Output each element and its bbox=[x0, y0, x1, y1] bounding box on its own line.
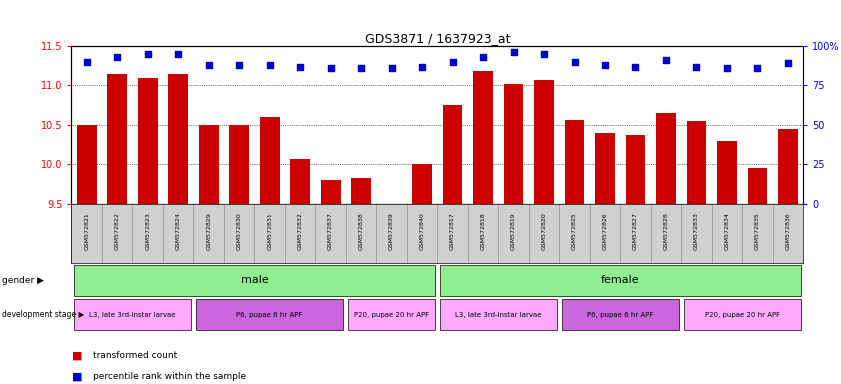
Text: P20, pupae 20 hr APF: P20, pupae 20 hr APF bbox=[354, 312, 429, 318]
Bar bbox=[562, 300, 679, 330]
Text: ■: ■ bbox=[71, 371, 82, 381]
Text: L3, late 3rd-instar larvae: L3, late 3rd-instar larvae bbox=[89, 312, 176, 318]
Text: P20, pupae 20 hr APF: P20, pupae 20 hr APF bbox=[705, 312, 780, 318]
Bar bbox=[320, 180, 341, 204]
Bar bbox=[473, 71, 493, 204]
Text: P6, pupae 6 hr APF: P6, pupae 6 hr APF bbox=[587, 312, 653, 318]
Text: female: female bbox=[601, 275, 639, 285]
Bar bbox=[440, 300, 557, 330]
Bar bbox=[230, 125, 249, 204]
Bar bbox=[74, 265, 435, 296]
Point bbox=[751, 65, 764, 71]
Text: GSM572824: GSM572824 bbox=[176, 212, 181, 250]
Text: GSM572819: GSM572819 bbox=[511, 212, 516, 250]
Point bbox=[568, 59, 581, 65]
Bar bbox=[412, 164, 432, 204]
Text: gender ▶: gender ▶ bbox=[2, 276, 44, 285]
Bar bbox=[77, 125, 97, 204]
Bar bbox=[198, 125, 219, 204]
Text: GSM572825: GSM572825 bbox=[572, 212, 577, 250]
Text: GSM572836: GSM572836 bbox=[785, 212, 791, 250]
Bar bbox=[656, 113, 676, 204]
Bar bbox=[290, 159, 310, 204]
Text: male: male bbox=[241, 275, 268, 285]
Point bbox=[476, 54, 489, 60]
Text: GSM572832: GSM572832 bbox=[298, 212, 303, 250]
Point bbox=[598, 62, 611, 68]
Bar bbox=[564, 120, 584, 204]
Bar bbox=[748, 168, 767, 204]
Text: GSM572818: GSM572818 bbox=[480, 212, 485, 250]
Title: GDS3871 / 1637923_at: GDS3871 / 1637923_at bbox=[364, 32, 510, 45]
Point bbox=[507, 49, 521, 55]
Point bbox=[294, 63, 307, 70]
Text: ■: ■ bbox=[71, 350, 82, 360]
Text: GSM572826: GSM572826 bbox=[602, 212, 607, 250]
Bar bbox=[504, 84, 523, 204]
Point bbox=[110, 54, 124, 60]
Text: GSM572834: GSM572834 bbox=[724, 212, 729, 250]
Point bbox=[324, 65, 337, 71]
Point bbox=[781, 60, 795, 66]
Bar bbox=[168, 74, 188, 204]
Point bbox=[354, 65, 368, 71]
Bar bbox=[717, 141, 737, 204]
Text: GSM572821: GSM572821 bbox=[84, 212, 89, 250]
Bar bbox=[626, 135, 645, 204]
Text: percentile rank within the sample: percentile rank within the sample bbox=[93, 372, 246, 381]
Bar bbox=[440, 265, 801, 296]
Text: GSM572831: GSM572831 bbox=[267, 212, 272, 250]
Text: GSM572839: GSM572839 bbox=[389, 212, 394, 250]
Text: development stage ▶: development stage ▶ bbox=[2, 310, 84, 319]
Point bbox=[690, 63, 703, 70]
Text: GSM572833: GSM572833 bbox=[694, 212, 699, 250]
Bar bbox=[778, 129, 798, 204]
Point bbox=[659, 57, 673, 63]
Text: transformed count: transformed count bbox=[93, 351, 177, 360]
Text: GSM572838: GSM572838 bbox=[358, 212, 363, 250]
Bar bbox=[138, 78, 157, 204]
Point bbox=[80, 59, 93, 65]
Text: GSM572830: GSM572830 bbox=[236, 212, 241, 250]
Point bbox=[141, 51, 155, 57]
Bar bbox=[348, 300, 435, 330]
Point bbox=[446, 59, 459, 65]
Point bbox=[720, 65, 733, 71]
Text: GSM572817: GSM572817 bbox=[450, 212, 455, 250]
Bar bbox=[196, 300, 343, 330]
Point bbox=[537, 51, 551, 57]
Bar bbox=[382, 204, 401, 211]
Text: L3, late 3rd-instar larvae: L3, late 3rd-instar larvae bbox=[455, 312, 542, 318]
Text: GSM572835: GSM572835 bbox=[755, 212, 760, 250]
Bar bbox=[260, 117, 279, 204]
Text: GSM572837: GSM572837 bbox=[328, 212, 333, 250]
Text: GSM572829: GSM572829 bbox=[206, 212, 211, 250]
Text: GSM572828: GSM572828 bbox=[664, 212, 669, 250]
Point bbox=[415, 63, 429, 70]
Bar bbox=[442, 105, 463, 204]
Point bbox=[232, 62, 246, 68]
Bar bbox=[686, 121, 706, 204]
Point bbox=[263, 62, 277, 68]
Bar bbox=[534, 80, 554, 204]
Bar bbox=[108, 74, 127, 204]
Text: GSM572820: GSM572820 bbox=[542, 212, 547, 250]
Bar bbox=[74, 300, 191, 330]
Text: P6, pupae 6 hr APF: P6, pupae 6 hr APF bbox=[236, 312, 303, 318]
Bar bbox=[352, 177, 371, 204]
Text: GSM572840: GSM572840 bbox=[420, 212, 425, 250]
Text: GSM572822: GSM572822 bbox=[114, 212, 119, 250]
Bar bbox=[684, 300, 801, 330]
Point bbox=[202, 62, 215, 68]
Point bbox=[629, 63, 643, 70]
Point bbox=[385, 65, 399, 71]
Text: GSM572823: GSM572823 bbox=[145, 212, 151, 250]
Bar bbox=[595, 132, 615, 204]
Text: GSM572827: GSM572827 bbox=[633, 212, 638, 250]
Point bbox=[172, 51, 185, 57]
